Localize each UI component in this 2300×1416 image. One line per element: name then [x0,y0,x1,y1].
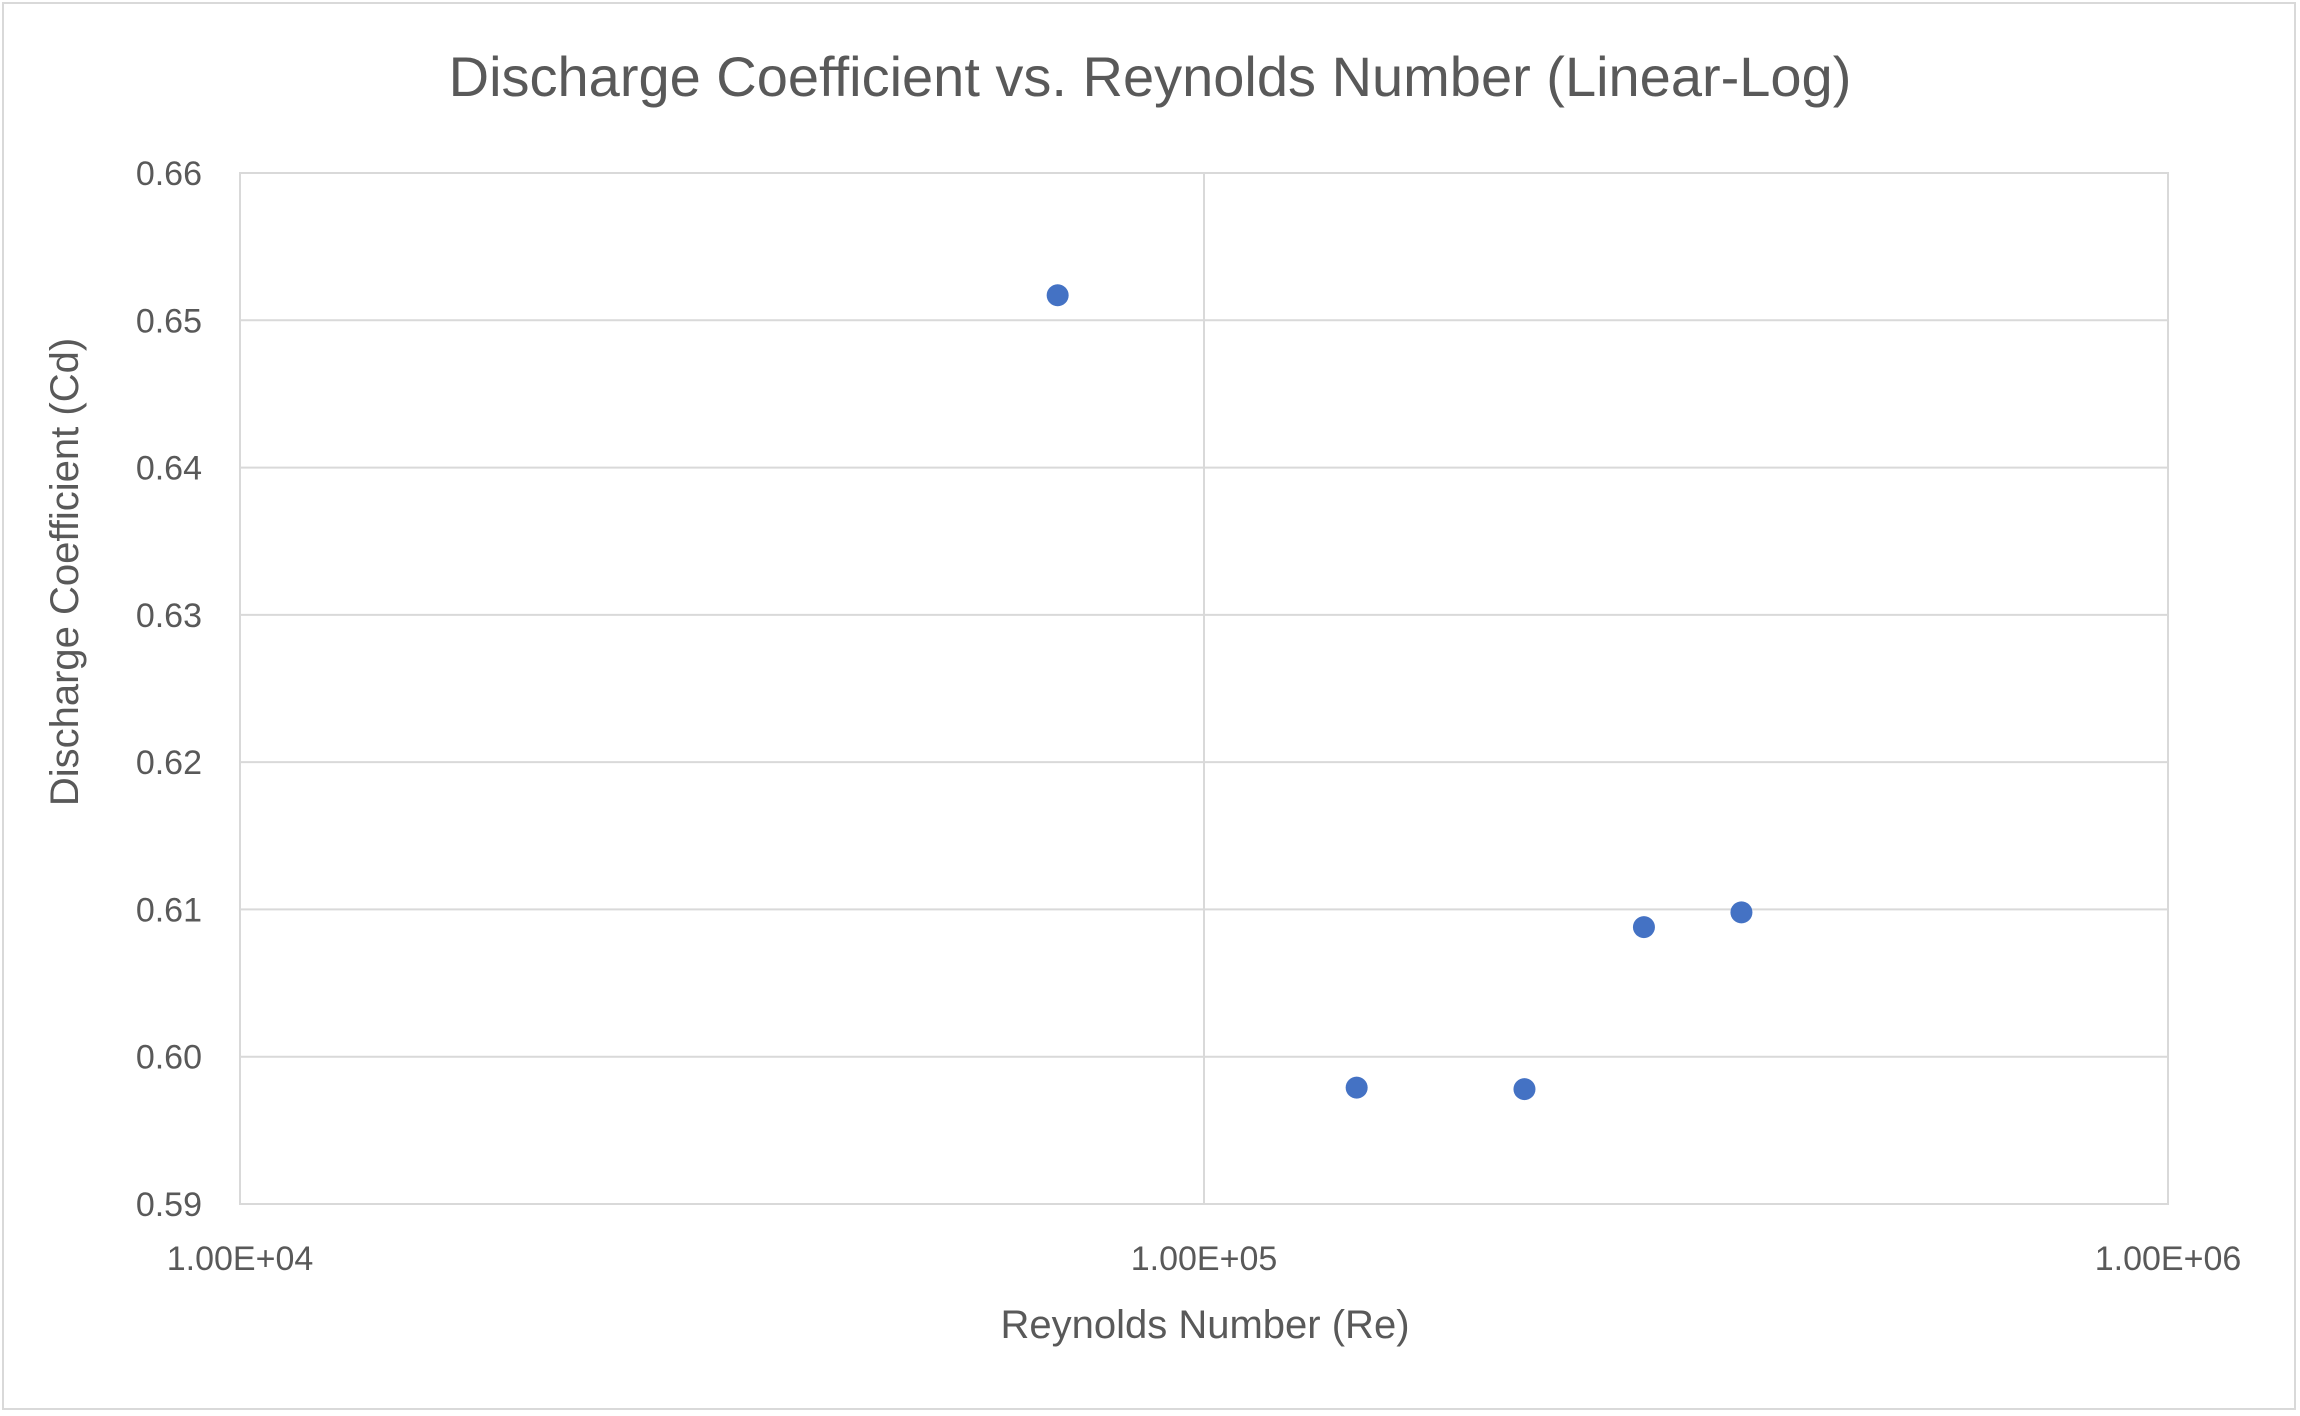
x-tick-label: 1.00E+04 [167,1240,314,1278]
data-points [1046,284,1753,1101]
data-point [1513,1078,1536,1101]
data-point [1730,901,1753,924]
y-tick-label: 0.63 [136,597,202,635]
x-tick-label: 1.00E+06 [2095,1240,2242,1278]
y-tick-label: 0.62 [136,744,202,782]
y-tick-label: 0.61 [136,891,202,929]
y-axis-title: Discharge Coefficient (Cd) [43,338,87,806]
data-point [1046,284,1069,307]
grid-lines [239,172,2169,1205]
tick-labels: 0.59 0.60 0.61 0.62 0.63 0.64 0.65 0.66 1.00E+04… [136,155,2241,1278]
y-tick-label: 0.66 [136,155,202,193]
x-tick-label: 1.00E+05 [1131,1240,1278,1278]
y-tick-label: 0.65 [136,302,202,340]
x-axis-title: Reynolds Number (Re) [1000,1303,1409,1347]
y-tick-label: 0.59 [136,1186,202,1224]
y-tick-label: 0.60 [136,1039,202,1077]
y-tick-label: 0.64 [136,450,202,488]
plot-area-border [239,172,2169,1205]
data-point [1632,916,1655,939]
chart-title: Discharge Coefficient vs. Reynolds Numbe… [449,45,1852,108]
data-point [1345,1076,1368,1099]
